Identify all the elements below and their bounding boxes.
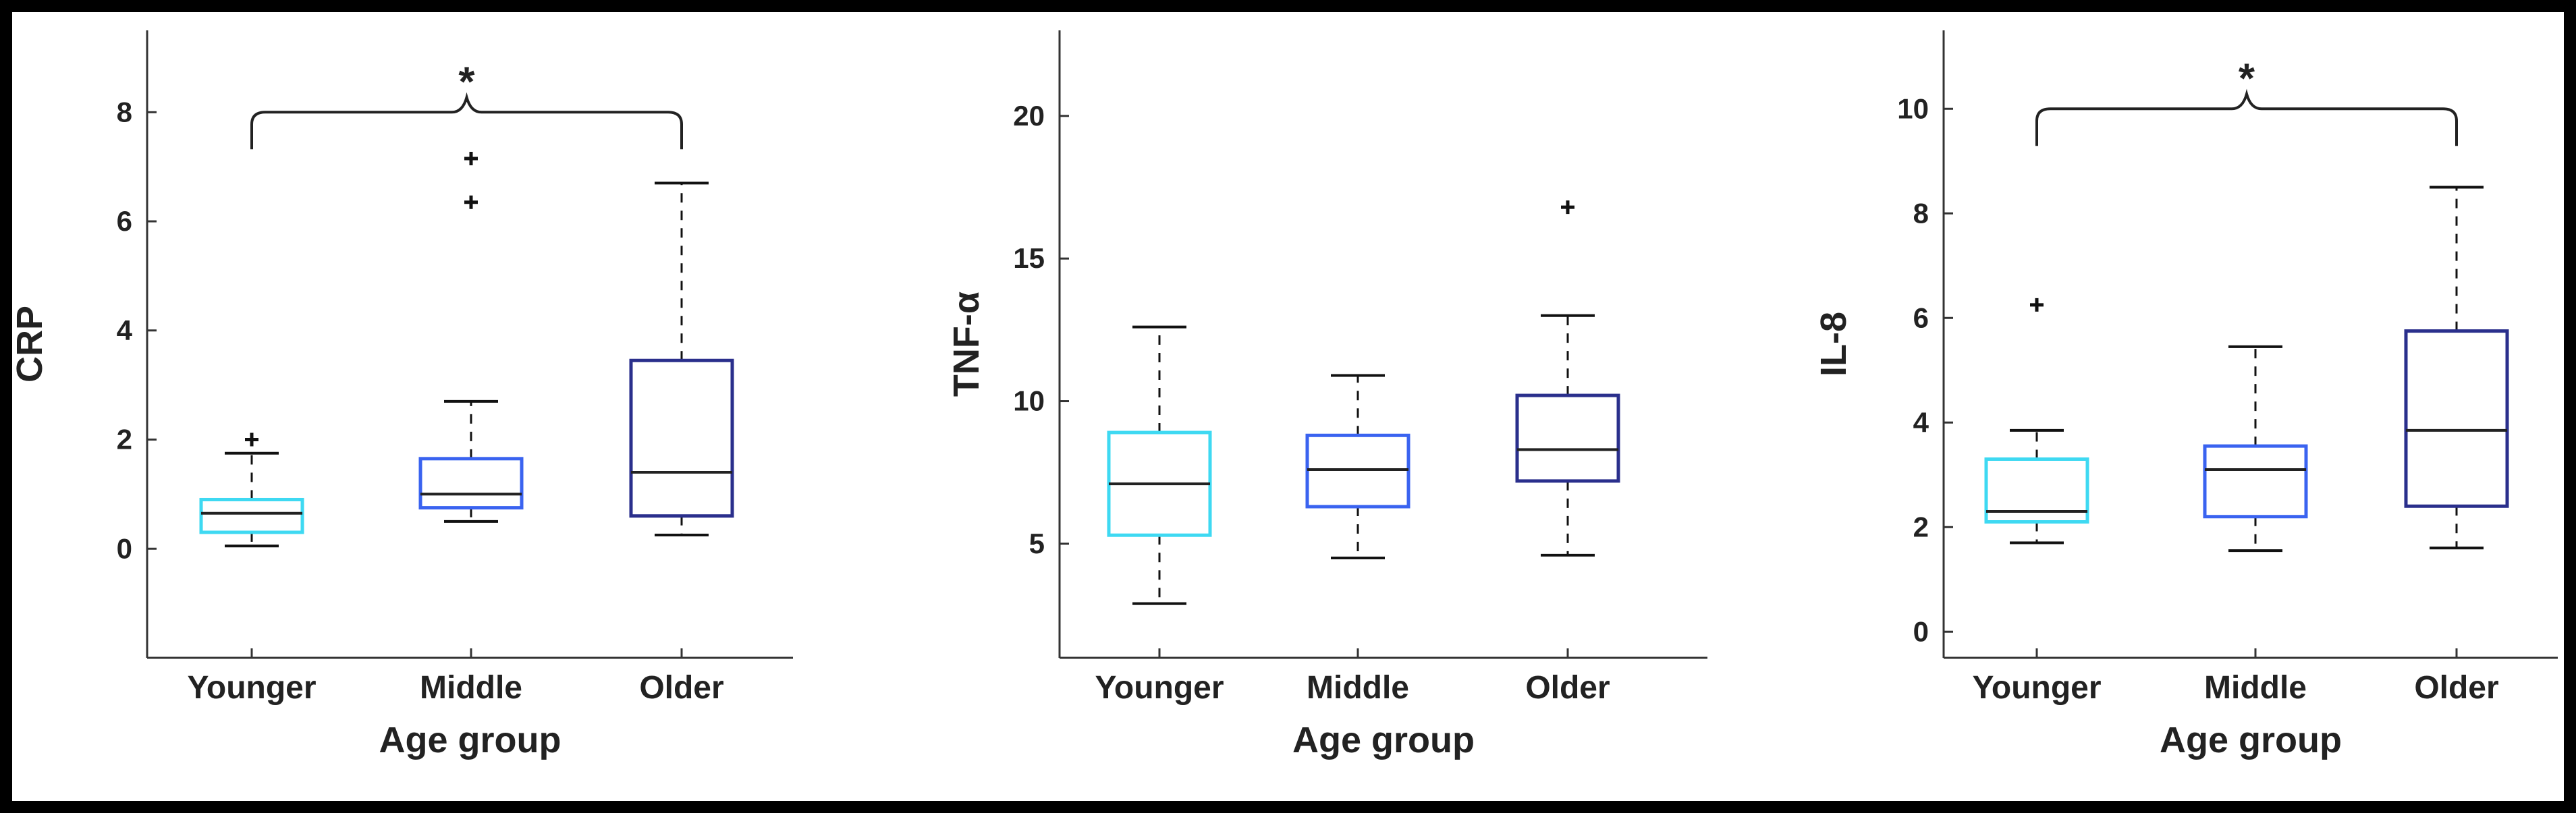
y-tick-label: 4 xyxy=(1913,406,1929,438)
y-tick-label: 15 xyxy=(1013,242,1045,274)
box-iqr xyxy=(2404,329,2509,508)
box-iqr xyxy=(629,358,734,518)
y-tick-label: 2 xyxy=(1913,511,1929,542)
box-iqr xyxy=(1984,457,2089,524)
x-axis-label: Age group xyxy=(2160,720,2342,760)
box-middle xyxy=(1305,374,1410,560)
figure-frame xyxy=(9,9,2567,804)
box-iqr xyxy=(1305,433,1410,509)
x-tick-label: Younger xyxy=(187,670,316,706)
x-tick-label: Older xyxy=(639,670,723,706)
chart-panel-crp: 0 2 4 6 8 Younger Middle Older Age group CRP * xyxy=(9,30,793,760)
x-axis-label: Age group xyxy=(379,720,561,760)
y-tick-label: 2 xyxy=(117,424,132,455)
y-tick-label: 5 xyxy=(1029,528,1045,559)
x-tick-label: Middle xyxy=(2204,670,2307,706)
y-tick-label: 0 xyxy=(1913,615,1929,647)
outlier-marker xyxy=(464,152,478,166)
box-younger xyxy=(1107,325,1212,605)
box-iqr xyxy=(1515,393,1620,483)
y-axis-label: CRP xyxy=(9,306,50,383)
box-iqr xyxy=(2203,444,2308,519)
box-middle xyxy=(2203,345,2308,553)
box-younger xyxy=(199,432,304,548)
outlier-marker xyxy=(2030,298,2044,312)
x-tick-label: Younger xyxy=(1095,670,1224,706)
x-tick-label: Older xyxy=(2414,670,2498,706)
y-axis-label: IL-8 xyxy=(1813,312,1854,376)
box-younger xyxy=(1984,298,2089,544)
y-tick-label: 20 xyxy=(1013,100,1045,132)
significance-brace xyxy=(2035,88,2458,146)
x-axis-label: Age group xyxy=(1292,720,1475,760)
y-tick-label: 10 xyxy=(1897,92,1929,124)
y-tick-label: 8 xyxy=(1913,197,1929,229)
significance-brace xyxy=(250,92,683,150)
box-older xyxy=(1515,200,1620,557)
y-tick-label: 6 xyxy=(117,205,132,237)
x-tick-label: Middle xyxy=(420,670,522,706)
box-iqr xyxy=(199,497,304,534)
box-older xyxy=(629,181,734,537)
box-middle xyxy=(418,152,524,523)
significance-label: * xyxy=(2239,55,2255,102)
y-tick-label: 10 xyxy=(1013,385,1045,417)
outlier-marker xyxy=(1561,200,1574,215)
y-tick-label: 4 xyxy=(117,314,133,346)
x-tick-label: Middle xyxy=(1307,670,1409,706)
chart-panel-tnf-: 5 10 15 20 Younger Middle Older Age group TNF-α xyxy=(946,30,1707,760)
significance-label: * xyxy=(458,59,475,105)
y-axis-label: TNF-α xyxy=(946,291,987,397)
x-tick-label: Older xyxy=(1525,670,1610,706)
outlier-marker xyxy=(245,432,258,447)
chart-panel-il-8: 0 2 4 6 8 10 Younger Middle Older Age group IL-8 * xyxy=(1813,30,2558,760)
box-iqr xyxy=(418,457,524,510)
y-tick-label: 8 xyxy=(117,96,132,128)
y-tick-label: 6 xyxy=(1913,302,1929,333)
x-tick-label: Younger xyxy=(1972,670,2101,706)
box-older xyxy=(2404,186,2509,550)
outlier-marker xyxy=(464,195,478,209)
y-tick-label: 0 xyxy=(117,532,132,564)
